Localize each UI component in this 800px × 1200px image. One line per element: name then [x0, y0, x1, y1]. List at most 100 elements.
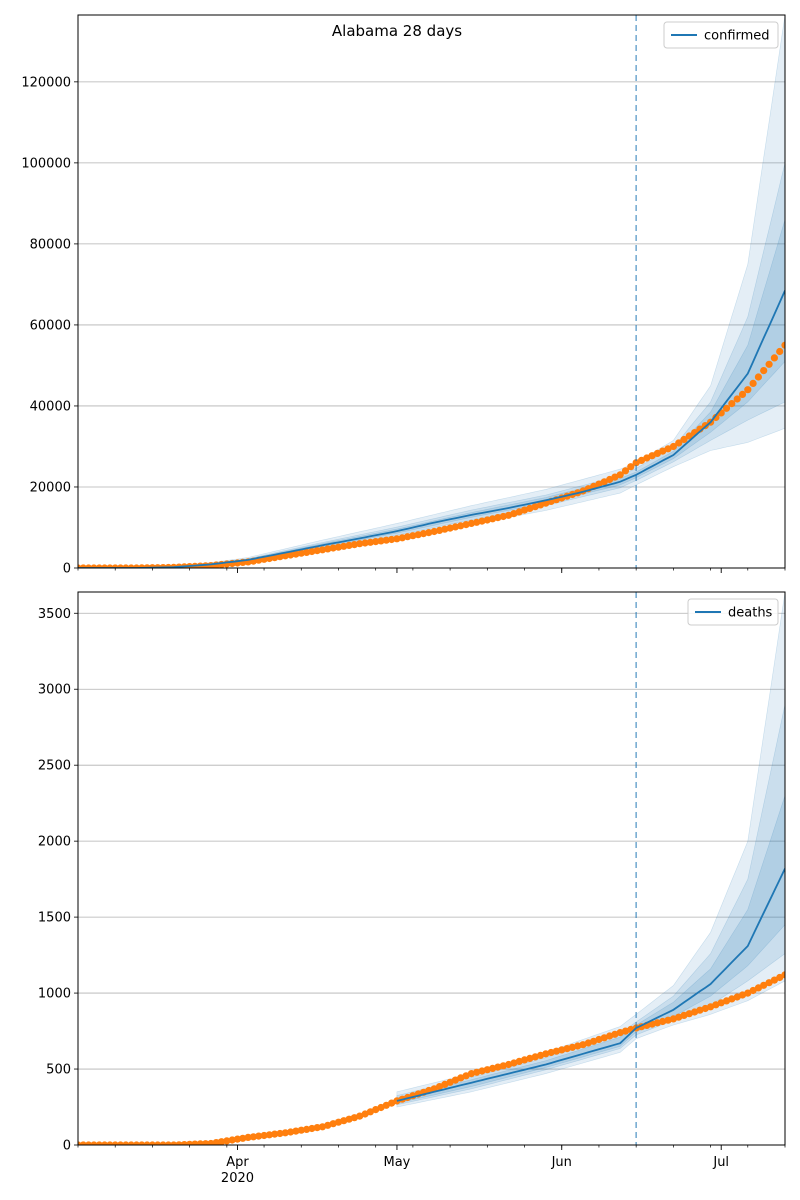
observed-point — [303, 1125, 311, 1133]
observed-point — [303, 548, 311, 557]
y-tick-label: 20000 — [30, 480, 71, 495]
observed-point — [308, 547, 316, 556]
observed-point — [111, 1141, 119, 1145]
observed-point — [377, 537, 385, 545]
x-tick-label: Jun — [551, 1155, 572, 1170]
observed-point — [621, 467, 630, 475]
observed-point — [675, 439, 683, 447]
y-tick-label: 3500 — [38, 607, 71, 622]
observed-point — [292, 1127, 300, 1135]
x-tick-label: Jul — [712, 1155, 729, 1170]
observed-point — [345, 541, 353, 550]
observed-point — [154, 1141, 162, 1145]
observed-point — [334, 543, 343, 551]
observed-point — [233, 1135, 242, 1143]
deaths-interval-mid — [396, 704, 785, 1106]
observed-point — [340, 542, 348, 550]
legend: confirmed — [663, 21, 779, 49]
observed-point — [143, 1141, 151, 1145]
observed-point — [356, 540, 364, 548]
x-tick-year-label: 2020 — [221, 1171, 254, 1186]
observed-point — [776, 347, 784, 356]
observed-point — [728, 995, 736, 1003]
plot-area — [78, 592, 785, 1145]
observed-point — [308, 1124, 316, 1133]
observed-point — [770, 354, 779, 362]
observed-point — [324, 1121, 332, 1129]
observed-point — [260, 1131, 268, 1140]
y-tick-label: 0 — [63, 1139, 71, 1154]
observed-point — [760, 367, 768, 375]
observed-point — [297, 549, 305, 557]
observed-point — [217, 1138, 226, 1145]
legend-box — [663, 21, 779, 49]
y-tick-label: 1500 — [38, 911, 71, 926]
plot-area — [78, 15, 785, 568]
axes-frame — [77, 14, 786, 569]
observed-point — [101, 1141, 109, 1145]
observed-point — [595, 1035, 603, 1044]
observed-point — [616, 471, 624, 479]
observed-point — [297, 1126, 305, 1134]
model-line — [78, 290, 785, 568]
y-tick-label: 120000 — [21, 75, 71, 90]
x-tick-label: Apr — [226, 1155, 249, 1170]
observed-point — [223, 1137, 231, 1145]
y-tick-label: 40000 — [30, 399, 71, 414]
observed-point — [781, 341, 785, 349]
observed-point — [526, 504, 534, 512]
observed-point — [271, 1130, 279, 1138]
observed-point — [255, 1132, 263, 1140]
observed-point — [228, 1136, 236, 1144]
observed-point — [685, 432, 693, 440]
observed-point — [356, 1112, 364, 1120]
observed-point — [265, 1131, 273, 1139]
observed-point — [712, 413, 720, 422]
deaths-interval-inner — [396, 795, 785, 1104]
confirmed-panel: 0 20000 40000 60000 80000 100000 120000 confirm… — [21, 14, 786, 577]
observed-point — [164, 1141, 172, 1145]
observed-point — [738, 390, 747, 398]
observed-point — [765, 360, 773, 368]
observed-point — [382, 536, 390, 544]
observed-point — [95, 1141, 103, 1145]
observed-point — [722, 404, 731, 412]
y-tick-label: 2500 — [38, 759, 71, 774]
observed-point — [318, 546, 327, 554]
observed-point — [372, 538, 380, 546]
observed-point — [558, 1046, 566, 1054]
observed-point — [728, 400, 736, 408]
observed-point — [350, 541, 358, 549]
observed-point — [457, 1074, 465, 1082]
observed-point — [760, 981, 768, 989]
observed-point — [776, 973, 784, 982]
observed-point — [733, 395, 741, 403]
confirmed-interval-inner — [173, 219, 785, 568]
observed-point — [287, 1128, 295, 1136]
observed-point — [292, 550, 300, 558]
observed-point — [313, 547, 321, 555]
observed-point — [659, 447, 667, 455]
observed-point — [249, 1133, 257, 1141]
observed-point — [749, 379, 757, 387]
observed-point — [287, 551, 295, 559]
observed-point — [90, 1141, 98, 1145]
observed-point — [239, 1134, 247, 1142]
observed-point — [494, 1063, 502, 1071]
observed-point — [361, 539, 369, 547]
axes-frame — [77, 591, 786, 1146]
observed-point — [132, 1141, 141, 1145]
observed-point — [781, 971, 785, 979]
observed-point — [627, 463, 635, 471]
observed-point — [425, 529, 433, 537]
legend-box — [687, 598, 779, 626]
observed-point — [148, 1141, 156, 1145]
observed-point — [191, 1140, 199, 1145]
observed-point — [526, 1054, 534, 1062]
y-tick-label: 1000 — [38, 987, 71, 1002]
legend: deaths — [687, 598, 779, 626]
observed-point — [329, 544, 337, 552]
